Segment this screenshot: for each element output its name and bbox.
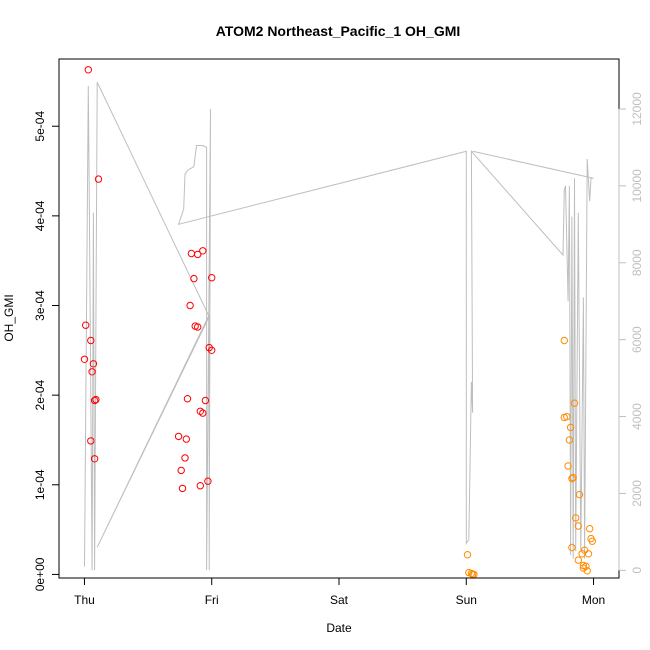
data-point xyxy=(182,435,191,443)
data-point xyxy=(560,413,568,422)
y-axis-label: OH_GMI xyxy=(2,294,16,341)
x-tick-label: Sun xyxy=(456,593,477,607)
data-point xyxy=(87,336,95,345)
x-tick-label: Mon xyxy=(582,593,605,607)
y2-tick-label: 8000 xyxy=(630,249,644,276)
data-point xyxy=(199,247,207,255)
data-point xyxy=(578,550,586,558)
chart-title: ATOM2 Northeast_Pacific_1 OH_GMI xyxy=(216,23,461,39)
y-tick-label: 2e-04 xyxy=(33,379,47,410)
data-point xyxy=(187,249,196,258)
y2-tick-label: 0 xyxy=(630,567,644,574)
data-point xyxy=(201,396,210,405)
data-point xyxy=(88,368,96,376)
data-point xyxy=(568,474,576,483)
data-point xyxy=(90,455,99,463)
data-point xyxy=(90,396,99,405)
data-point xyxy=(190,274,198,283)
data-point xyxy=(84,66,93,74)
data-point xyxy=(574,556,582,564)
data-point xyxy=(565,436,574,444)
y2-tick-label: 6000 xyxy=(630,326,644,353)
altitude-line xyxy=(84,81,594,571)
data-point xyxy=(208,274,216,282)
data-point xyxy=(575,490,584,499)
data-point xyxy=(566,423,575,432)
data-point xyxy=(194,323,202,331)
data-point xyxy=(181,454,189,462)
data-point xyxy=(87,437,95,445)
data-point xyxy=(177,466,185,475)
y-tick-label: 1e-04 xyxy=(33,469,47,500)
axes-layer: Thu Fri Sat Sun Mon 0e+00 1e-04 2e-04 3e-04 4e-04… xyxy=(33,92,644,607)
data-point xyxy=(572,514,580,522)
y2-tick-label: 4000 xyxy=(630,403,644,430)
x-tick-label: Thu xyxy=(74,593,95,607)
data-point xyxy=(204,477,212,485)
data-point xyxy=(199,409,207,417)
y-tick-label: 3e-04 xyxy=(33,290,47,321)
data-point xyxy=(583,567,591,575)
data-point xyxy=(208,346,216,354)
data-point xyxy=(178,484,187,493)
y-tick-label: 4e-04 xyxy=(33,200,47,231)
data-point xyxy=(564,462,572,470)
data-point xyxy=(463,551,472,559)
data-point xyxy=(194,250,202,259)
data-point xyxy=(588,537,596,545)
data-point xyxy=(584,550,593,558)
y-tick-label: 5e-04 xyxy=(33,111,47,142)
data-point xyxy=(82,321,90,329)
altitude-line-layer xyxy=(84,81,594,571)
data-point xyxy=(89,360,98,368)
data-point xyxy=(94,175,103,183)
data-point xyxy=(174,432,183,441)
y2-tick-label: 2000 xyxy=(630,480,644,507)
y-tick-label: 0e+00 xyxy=(33,557,47,591)
y2-tick-label: 12000 xyxy=(630,92,644,126)
x-tick-label: Fri xyxy=(205,593,219,607)
data-point xyxy=(80,355,89,363)
y2-tick-label: 10000 xyxy=(630,169,644,203)
data-point xyxy=(569,473,577,482)
data-point xyxy=(196,482,205,490)
data-point xyxy=(574,522,582,530)
data-point xyxy=(570,399,579,407)
plot-area-frame xyxy=(58,58,620,579)
data-point xyxy=(92,395,100,404)
data-points-layer xyxy=(80,66,596,579)
data-point xyxy=(586,525,594,533)
data-point xyxy=(568,543,576,552)
data-point xyxy=(560,336,568,345)
data-point xyxy=(183,395,192,403)
x-axis-label: Date xyxy=(326,621,352,635)
x-tick-label: Sat xyxy=(330,593,349,607)
data-point xyxy=(186,301,194,310)
